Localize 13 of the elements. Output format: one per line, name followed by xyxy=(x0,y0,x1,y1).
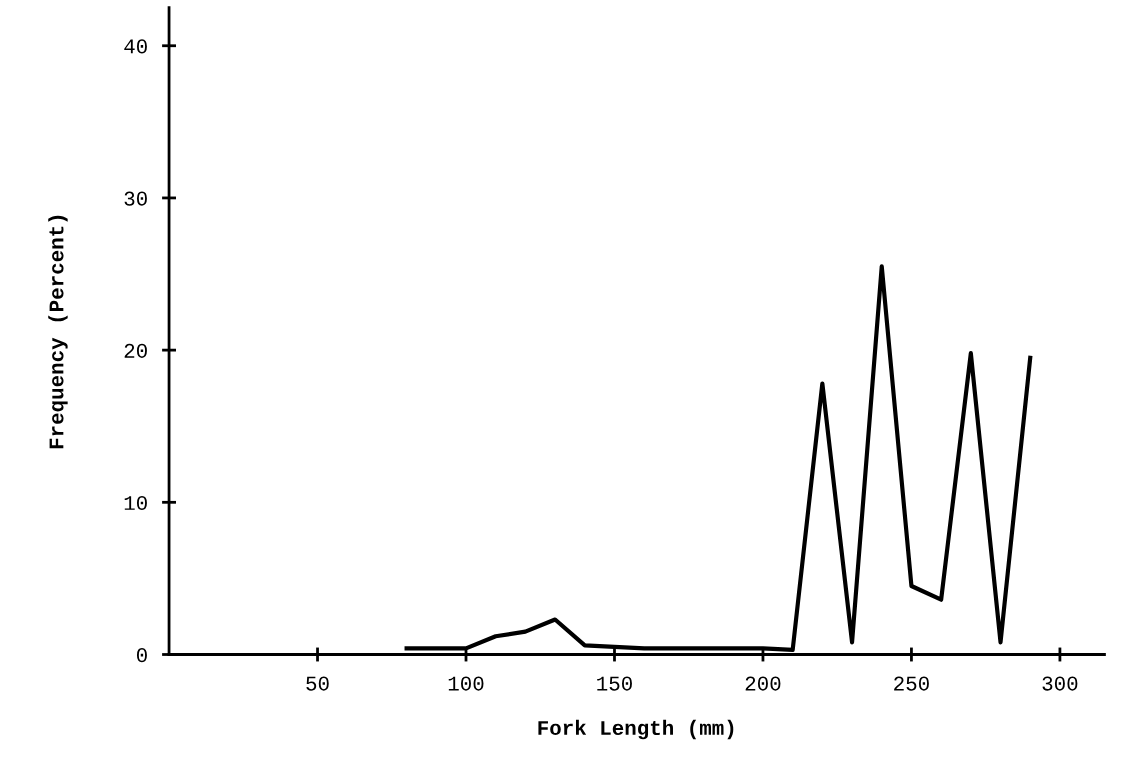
y-tick-label: 0 xyxy=(136,648,147,663)
x-tick-label: 200 xyxy=(745,676,781,691)
x-tick-label: 50 xyxy=(306,676,329,691)
y-tick-label: 40 xyxy=(124,39,147,54)
y-axis-title: Frequency (Percent) xyxy=(48,215,68,449)
x-tick-label: 150 xyxy=(597,676,632,691)
y-tick-label: 30 xyxy=(124,191,147,206)
y-tick-label: 10 xyxy=(124,495,147,511)
x-tick-label: 300 xyxy=(1042,676,1078,691)
x-tick-label: 250 xyxy=(894,676,929,691)
x-axis-title: Fork Length (mm) xyxy=(538,719,734,740)
x-tick-label: 100 xyxy=(448,676,484,691)
y-tick-label: 20 xyxy=(124,343,147,358)
